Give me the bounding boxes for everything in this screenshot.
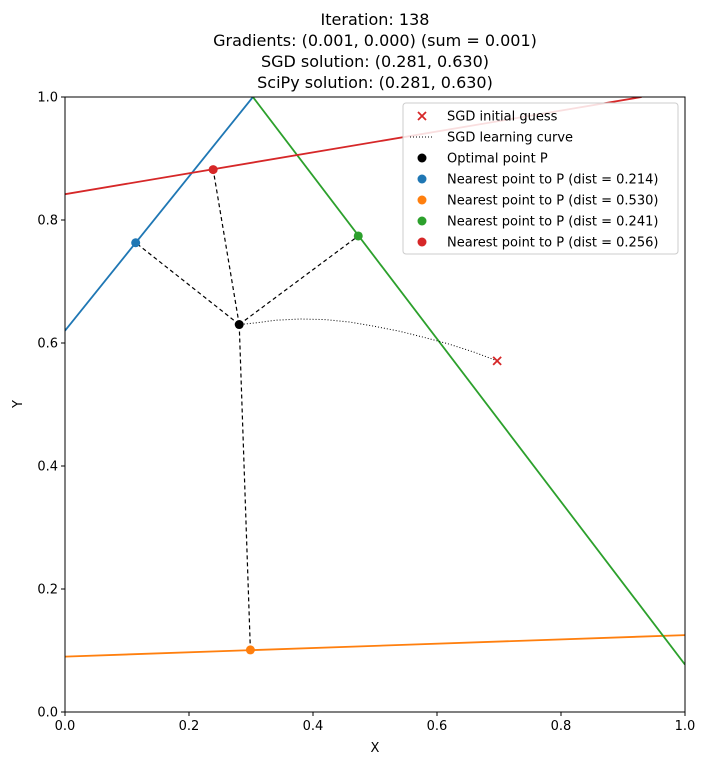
legend-dot-icon: [417, 174, 427, 184]
y-tick-label: 0.4: [37, 460, 58, 475]
legend-x-icon-stroke: [417, 111, 427, 121]
constraint-line-blue: [65, 97, 254, 332]
x-axis-label: X: [371, 741, 380, 756]
y-tick-label: 0.0: [37, 706, 58, 721]
legend-label: Optimal point P: [447, 152, 548, 167]
x-tick-label: 0.6: [427, 719, 448, 734]
optimal-point-p: [234, 320, 244, 330]
legend-entry: Nearest point to P (dist = 0.256): [417, 236, 658, 251]
nearest-point-orange: [245, 645, 255, 655]
title-line-iteration: Iteration: 138: [321, 10, 430, 29]
legend-dot-icon: [417, 153, 427, 163]
x-tick-label: 0.4: [303, 719, 324, 734]
sgd-learning-curve: [239, 318, 498, 362]
title-line-sgd-solution: SGD solution: (0.281, 0.630): [261, 52, 489, 71]
distance-connector-red: [212, 169, 240, 325]
sgd-initial-guess-marker: [492, 356, 502, 366]
legend-dot-icon: [417, 216, 427, 226]
plot-frame: [64, 96, 686, 713]
y-axis-label: Y: [11, 400, 26, 409]
legend-entry: Nearest point to P (dist = 0.214): [417, 173, 658, 188]
nearest-point-green: [353, 231, 363, 241]
y-tick-label: 0.2: [37, 583, 58, 598]
constraint-line-orange: [65, 634, 685, 658]
nearest-point-blue: [131, 238, 141, 248]
title-line-scipy-solution: SciPy solution: (0.281, 0.630): [257, 73, 493, 92]
distance-connector-green: [238, 235, 359, 326]
legend-label: SGD initial guess: [447, 110, 558, 125]
legend-entry: Nearest point to P (dist = 0.241): [417, 215, 658, 230]
legend-entry: Nearest point to P (dist = 0.530): [417, 194, 658, 209]
x-axis: 0.0 0.2 0.4 0.6 0.8 1.0: [55, 712, 696, 734]
chart-title: Iteration: 138 Gradients: (0.001, 0.000)…: [213, 10, 537, 92]
distance-connector-orange: [238, 324, 251, 650]
y-tick-label: 0.8: [37, 214, 58, 229]
legend-label: Nearest point to P (dist = 0.530): [447, 194, 658, 209]
legend-label: Nearest point to P (dist = 0.256): [447, 236, 658, 251]
x-tick-label: 0.2: [179, 719, 200, 734]
legend-label: Nearest point to P (dist = 0.241): [447, 215, 658, 230]
legend-entry: Optimal point P: [417, 152, 548, 167]
title-line-gradients: Gradients: (0.001, 0.000) (sum = 0.001): [213, 31, 537, 50]
x-tick-label: 0.0: [55, 719, 76, 734]
nearest-point-red: [208, 165, 218, 175]
legend-dot-icon: [417, 195, 427, 205]
legend-label: Nearest point to P (dist = 0.214): [447, 173, 658, 188]
x-tick-label: 1.0: [675, 719, 696, 734]
y-axis: 0.0 0.2 0.4 0.6 0.8 1.0: [37, 91, 65, 721]
plot-area: [65, 97, 685, 666]
legend-label: SGD learning curve: [447, 131, 573, 146]
legend-entry: SGD initial guess: [417, 110, 558, 125]
legend-entry: SGD learning curve: [410, 131, 573, 146]
x-tick-label: 0.8: [551, 719, 572, 734]
constraint-line-green: [252, 97, 685, 666]
distance-connector-blue: [135, 242, 240, 326]
legend-box: [402, 102, 679, 255]
y-tick-label: 1.0: [37, 91, 58, 106]
legend: SGD initial guess SGD learning curve Optim…: [402, 102, 679, 255]
legend-dot-icon: [417, 237, 427, 247]
y-tick-label: 0.6: [37, 337, 58, 352]
initial-guess-stroke-b: [492, 356, 502, 366]
